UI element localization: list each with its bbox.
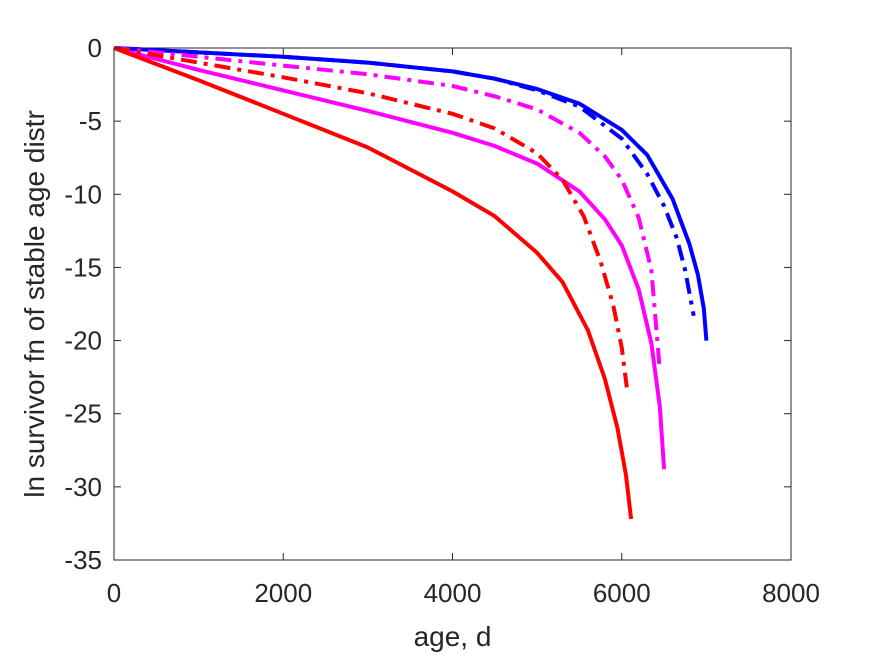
x-tick-label: 6000 [593, 578, 651, 608]
series-layer [113, 46, 709, 520]
x-axis-label: age, d [414, 621, 492, 652]
y-tick-label: -15 [64, 252, 102, 282]
y-axis-label: ln survivor fn of stable age distr [19, 110, 50, 498]
y-tick-label: -20 [64, 326, 102, 356]
y-tick-label: 0 [88, 33, 102, 63]
series-line-5 [113, 46, 634, 520]
plot-area [113, 47, 792, 561]
x-tick-label: 2000 [254, 578, 312, 608]
y-tick-label: -25 [64, 399, 102, 429]
y-tick-label: -5 [79, 106, 102, 136]
series-line-2 [113, 46, 696, 317]
y-tick-label: -35 [64, 545, 102, 575]
y-tick-label: -10 [64, 179, 102, 209]
series-line-6 [113, 46, 629, 388]
series-line-3 [113, 46, 667, 470]
y-tick-label: -30 [64, 472, 102, 502]
series-line-1 [113, 46, 709, 341]
x-tick-label: 0 [107, 578, 121, 608]
x-tick-label: 4000 [424, 578, 482, 608]
tick-layer: 0 2000 4000 6000 8000 0 -5 -10 -15 -20 -25 -30 -35 [64, 33, 820, 608]
x-tick-label: 8000 [762, 578, 820, 608]
series-line-4 [113, 46, 662, 370]
